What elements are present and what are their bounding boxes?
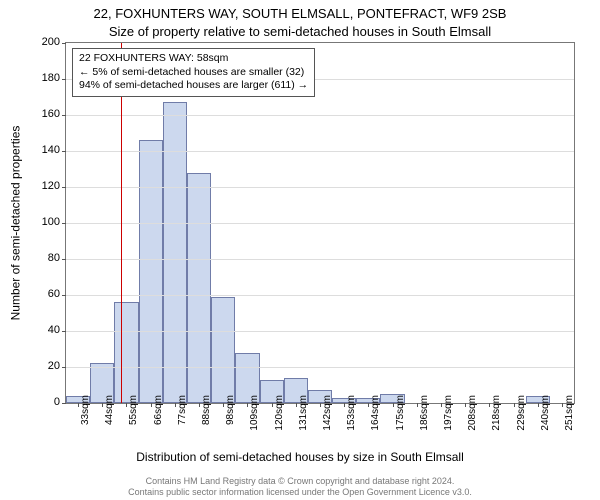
y-axis-label: Number of semi-detached properties (6, 42, 24, 404)
x-tick-label: 120sqm (275, 395, 285, 445)
y-tick-label: 120 (30, 181, 60, 192)
x-tick-label: 197sqm (444, 395, 454, 445)
y-tick-label: 160 (30, 109, 60, 120)
x-tick-label: 218sqm (492, 395, 502, 445)
histogram-bar (187, 173, 211, 403)
y-tick-label: 40 (30, 325, 60, 336)
x-tick-label: 33sqm (81, 395, 91, 445)
y-tick-label: 80 (30, 253, 60, 264)
chart-title-sub: Size of property relative to semi-detach… (0, 24, 600, 39)
histogram-bar (139, 140, 163, 403)
x-tick-label: 55sqm (129, 395, 139, 445)
histogram-bar (114, 302, 138, 403)
x-tick-label: 229sqm (517, 395, 527, 445)
histogram-bar (211, 297, 235, 403)
x-tick-label: 164sqm (371, 395, 381, 445)
x-tick-label: 175sqm (396, 395, 406, 445)
x-tick-label: 142sqm (323, 395, 333, 445)
annotation-line3: 94% of semi-detached houses are larger (… (79, 79, 308, 93)
x-axis-label: Distribution of semi-detached houses by … (0, 450, 600, 464)
x-tick-label: 77sqm (178, 395, 188, 445)
x-tick-label: 186sqm (420, 395, 430, 445)
histogram-bar (163, 102, 187, 403)
y-tick-label: 0 (30, 397, 60, 408)
y-tick-label: 20 (30, 361, 60, 372)
y-tick-label: 200 (30, 37, 60, 48)
y-tick-label: 140 (30, 145, 60, 156)
footer-attribution: Contains HM Land Registry data © Crown c… (0, 476, 600, 498)
chart-title-main: 22, FOXHUNTERS WAY, SOUTH ELMSALL, PONTE… (0, 6, 600, 21)
chart-container: 22, FOXHUNTERS WAY, SOUTH ELMSALL, PONTE… (0, 0, 600, 500)
y-tick-label: 100 (30, 217, 60, 228)
x-tick-label: 251sqm (565, 395, 575, 445)
x-tick-label: 153sqm (347, 395, 357, 445)
annotation-line1: 22 FOXHUNTERS WAY: 58sqm (79, 52, 308, 66)
marker-line (121, 43, 122, 403)
annotation-box: 22 FOXHUNTERS WAY: 58sqm ← 5% of semi-de… (72, 48, 315, 97)
x-tick-label: 88sqm (202, 395, 212, 445)
x-tick-label: 208sqm (468, 395, 478, 445)
x-tick-label: 98sqm (226, 395, 236, 445)
y-tick-label: 180 (30, 73, 60, 84)
x-tick-label: 240sqm (541, 395, 551, 445)
annotation-line2: ← 5% of semi-detached houses are smaller… (79, 66, 308, 80)
x-tick-label: 66sqm (154, 395, 164, 445)
x-tick-label: 131sqm (299, 395, 309, 445)
y-tick-label: 60 (30, 289, 60, 300)
x-tick-label: 109sqm (250, 395, 260, 445)
x-tick-label: 44sqm (105, 395, 115, 445)
